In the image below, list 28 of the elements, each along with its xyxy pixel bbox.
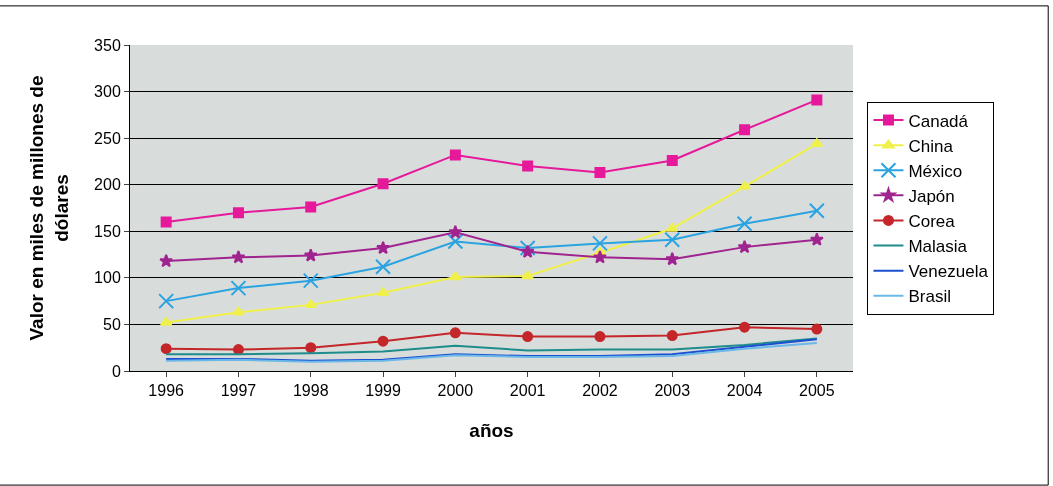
legend-label: Canadá — [908, 111, 969, 131]
legend-label: China — [908, 136, 954, 156]
x-tick-label: 1999 — [365, 382, 401, 400]
legend-label: Malasia — [908, 237, 968, 257]
x-tick-label: 2004 — [726, 382, 763, 400]
y-axis-title: Valor en miles de millones de dólares — [26, 75, 72, 341]
x-tick-label: 1997 — [220, 382, 257, 400]
y-tick-label: 50 — [103, 316, 121, 334]
y-tick-label: 150 — [94, 222, 121, 240]
y-tick-label: 350 — [94, 36, 121, 54]
x-tick-label: 2003 — [654, 382, 691, 400]
legend-label: Corea — [908, 212, 956, 232]
x-tick-label: 2000 — [437, 382, 474, 400]
y-tick-label: 250 — [94, 129, 121, 147]
x-tick-label: 2002 — [582, 382, 618, 400]
legend-label: Japón — [908, 186, 955, 206]
x-tick-label: 1998 — [292, 382, 329, 400]
y-tick-label: 100 — [94, 269, 121, 287]
x-tick-label: 2005 — [799, 382, 835, 400]
legend-label: Brasil — [908, 287, 951, 307]
x-tick-label: 2001 — [509, 382, 546, 400]
x-axis-title: años — [469, 420, 514, 441]
legend-label: Venezuela — [908, 262, 989, 282]
legend-label: México — [908, 161, 963, 181]
x-tick-label: 1996 — [148, 382, 185, 400]
y-tick-label: 0 — [111, 362, 121, 380]
y-tick-label: 200 — [94, 176, 121, 194]
y-tick-label: 300 — [94, 83, 121, 101]
